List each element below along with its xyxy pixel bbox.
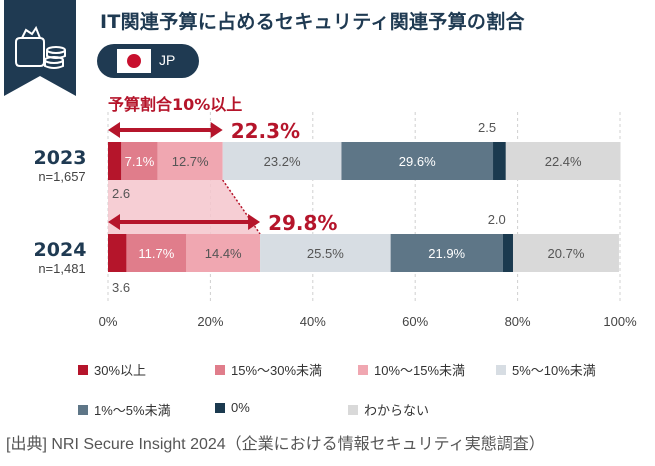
bar-segment — [157, 142, 223, 180]
bracket-arrow-head-right — [248, 214, 261, 230]
bar-segment — [121, 142, 158, 180]
legend-item: 5%～10%未満 — [496, 360, 596, 379]
ten-percent-plus-band — [108, 180, 261, 234]
legend-item: 30%以上 — [78, 360, 146, 379]
bracket-arrow-head-right — [210, 122, 223, 138]
bracket-label: 予算割合10%以上 — [108, 95, 242, 114]
x-tick-label: 100% — [603, 314, 637, 329]
page-title: IT関連予算に占めるセキュリティ関連予算の割合 — [100, 11, 525, 33]
x-tick-label: 80% — [505, 314, 531, 329]
x-tick-label: 60% — [402, 314, 428, 329]
x-tick-label: 20% — [197, 314, 223, 329]
bar-segment — [493, 142, 506, 180]
bar-segment — [512, 234, 619, 272]
data-label: 25.5% — [307, 246, 344, 261]
legend-swatch — [215, 364, 225, 375]
legend-label: 15%～30%未満 — [231, 363, 323, 378]
legend-swatch — [358, 364, 368, 375]
region-pill: JP — [97, 44, 199, 78]
data-label: 7.1% — [125, 154, 155, 169]
source-note: [出典] NRI Secure Insight 2024（企業における情報セキュ… — [6, 436, 545, 453]
legend: 30%以上 15%～30%未満 10%～15%未満 5%～10%未満 1%～5%未満 0%… — [78, 360, 638, 420]
data-label: 14.4% — [205, 246, 242, 261]
bar-segment — [108, 142, 122, 180]
legend-label: 10%～15%未満 — [374, 363, 466, 378]
legend-item: 0% — [215, 400, 250, 415]
legend-label: 0% — [231, 400, 250, 415]
bar-segment — [390, 234, 503, 272]
band-edge — [222, 179, 261, 235]
bar-segment — [186, 234, 261, 272]
bracket-arrow-head-left — [108, 122, 120, 138]
bar-segment — [341, 142, 494, 180]
bar-segment — [505, 142, 621, 180]
legend-item: わからない — [348, 400, 429, 419]
x-tick-label: 0% — [99, 314, 118, 329]
total-10plus-label: 29.8% — [268, 211, 337, 235]
legend-item: 10%～15%未満 — [358, 360, 465, 379]
total-10plus-label: 22.3% — [231, 119, 300, 143]
legend-item: 15%～30%未満 — [215, 360, 322, 379]
legend-label: 1%～5%未満 — [94, 403, 171, 418]
legend-label: 30%以上 — [94, 363, 147, 378]
bar-segment — [222, 142, 342, 180]
x-tick-label: 40% — [300, 314, 326, 329]
data-label: 22.4% — [545, 154, 582, 169]
outside-value-30plus: 2.6 — [112, 186, 130, 201]
bar-segment — [126, 234, 187, 272]
data-label: 29.6% — [399, 154, 436, 169]
data-label: 21.9% — [428, 246, 465, 261]
n-label: n=1,657 — [38, 169, 85, 184]
data-label: 12.7% — [172, 154, 209, 169]
data-label: 23.2% — [264, 154, 301, 169]
legend-item: 1%～5%未満 — [78, 400, 171, 419]
region-label: JP — [159, 52, 176, 68]
legend-swatch — [215, 402, 225, 413]
wallet-coins-icon — [15, 25, 66, 69]
legend-swatch — [348, 404, 358, 415]
data-label: 11.7% — [138, 246, 174, 261]
legend-swatch — [78, 364, 88, 375]
legend-swatch — [496, 364, 506, 375]
bar-segment — [108, 234, 127, 272]
n-label: n=1,481 — [38, 261, 85, 276]
outside-value-30plus: 3.6 — [112, 280, 130, 295]
bar-segment — [502, 234, 513, 272]
legend-label: わからない — [364, 403, 430, 418]
outside-value-zero: 2.0 — [488, 212, 506, 227]
japan-flag-icon — [117, 49, 151, 73]
year-label: 2024 — [34, 239, 87, 261]
data-label: 20.7% — [548, 246, 585, 261]
legend-label: 5%～10%未満 — [512, 363, 596, 378]
bracket-arrow-head-left — [108, 214, 120, 230]
wallet-coins-badge — [4, 0, 76, 96]
year-label: 2023 — [34, 147, 87, 169]
bar-segment — [260, 234, 391, 272]
stacked-bar-chart: 0% 20% 40% 60% 80% 100% 7.1% 12.7% 23.2% 29.6% 22.… — [34, 95, 638, 329]
legend-swatch — [78, 404, 88, 415]
outside-value-zero: 2.5 — [478, 120, 496, 135]
